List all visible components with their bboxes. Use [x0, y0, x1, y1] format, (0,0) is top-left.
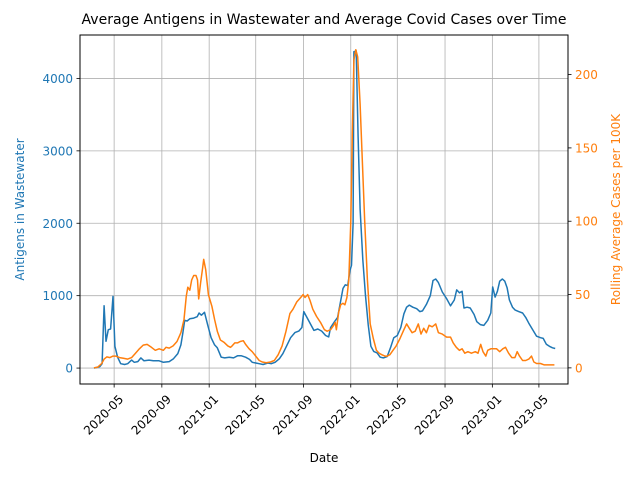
right-tick-label: 100	[575, 215, 598, 229]
antigens-series-line	[93, 50, 556, 369]
right-tick-label: 50	[575, 288, 590, 302]
series-layer	[93, 48, 556, 369]
left-tick-label: 2000	[42, 217, 73, 231]
x-axis-label: Date	[310, 451, 339, 465]
plot-frame	[79, 34, 569, 385]
right-axis-ticks: 0 50 100 150 200	[568, 68, 598, 375]
left-axis-ticks: 0 1000 2000 3000 4000	[42, 72, 80, 376]
grid	[80, 35, 568, 384]
left-tick-label: 3000	[42, 144, 73, 158]
cases-series-line	[93, 48, 555, 369]
right-tick-label: 150	[575, 141, 598, 155]
left-tick-label: 4000	[42, 72, 73, 86]
left-tick-label: 0	[65, 362, 73, 376]
right-axis-label: Rolling Average Cases per 100K	[609, 113, 623, 305]
right-tick-label: 0	[575, 361, 583, 375]
right-tick-label: 200	[575, 68, 598, 82]
left-tick-label: 1000	[42, 289, 73, 303]
chart-title: Average Antigens in Wastewater and Avera…	[82, 12, 567, 28]
left-axis-label: Antigens in Wastewater	[13, 138, 27, 280]
